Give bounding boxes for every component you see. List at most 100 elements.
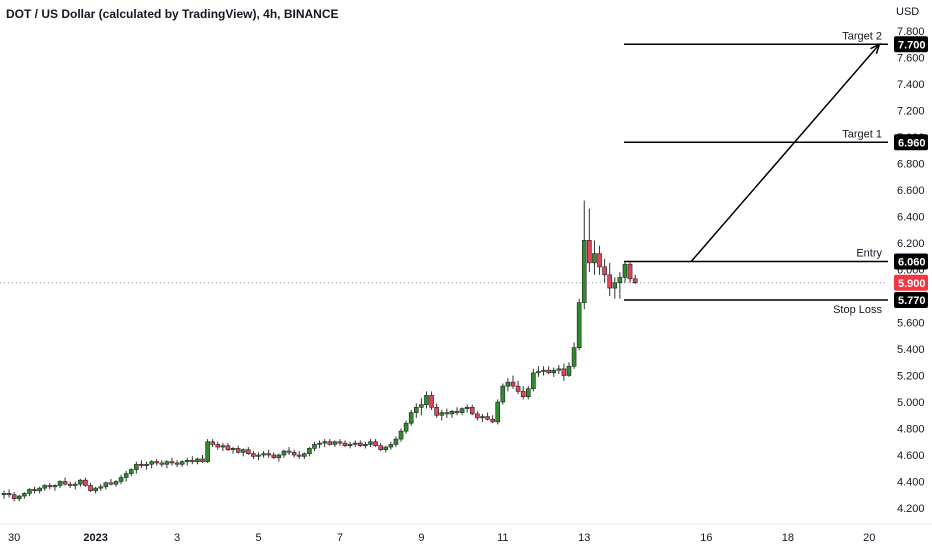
candle — [592, 240, 597, 275]
candle — [490, 415, 495, 424]
candle — [42, 484, 48, 491]
candle-body — [597, 253, 602, 268]
candle-body — [72, 483, 78, 486]
candle — [520, 386, 526, 400]
candle — [459, 407, 465, 416]
candle — [403, 420, 409, 434]
level-label: Stop Loss — [833, 304, 882, 316]
candle-body — [357, 442, 363, 447]
price-tick-label: 4.200 — [897, 503, 925, 515]
candle-body — [352, 442, 358, 445]
candle-body — [266, 453, 271, 456]
candle — [88, 482, 93, 493]
candle-body — [235, 448, 241, 453]
candle — [103, 481, 109, 490]
candle — [632, 274, 638, 285]
candle — [383, 445, 389, 453]
price-tick-label: 6.600 — [897, 185, 925, 197]
chart-title: DOT / US Dollar (calculated by TradingVi… — [6, 7, 339, 21]
candle — [587, 208, 592, 273]
candle-body — [480, 416, 485, 419]
candle — [57, 480, 63, 489]
candle — [52, 484, 58, 491]
candle — [347, 441, 353, 449]
price-tag-label: 7.700 — [898, 39, 926, 51]
candle — [546, 366, 551, 375]
candle — [93, 486, 98, 494]
candle — [602, 258, 607, 283]
candle — [139, 460, 144, 469]
candle-body — [536, 371, 541, 374]
projection-arrow — [690, 42, 881, 263]
price-tick-label: 5.000 — [897, 397, 925, 409]
candle — [307, 447, 312, 457]
candle — [505, 378, 511, 392]
candle-body — [627, 263, 633, 280]
candle-body — [408, 412, 414, 424]
price-tick-label: 5.600 — [897, 318, 925, 330]
time-tick-label: 16 — [700, 532, 712, 544]
candle — [225, 443, 231, 452]
candle — [571, 342, 577, 369]
candle — [531, 368, 536, 392]
candle — [556, 364, 562, 375]
candle-body — [464, 406, 470, 409]
candle — [525, 386, 531, 400]
candle — [510, 375, 516, 389]
candle-body — [383, 446, 389, 450]
price-tag-label: 5.900 — [898, 278, 926, 290]
candle-body — [286, 450, 292, 453]
candle — [256, 452, 261, 461]
candle — [11, 492, 17, 502]
candle-body — [347, 444, 353, 447]
candle — [190, 456, 195, 465]
candle — [210, 439, 215, 448]
candle-body — [490, 418, 495, 423]
candle-body — [123, 473, 129, 478]
time-tick-label: 7 — [337, 532, 343, 544]
levels-layer: Target 2 Target 1 Entry Stop Loss — [624, 30, 888, 316]
candle-body — [281, 450, 287, 456]
candle-body — [256, 454, 261, 457]
candle-body — [510, 381, 516, 387]
price-tag-bg — [894, 134, 928, 151]
candle-body — [322, 441, 327, 444]
candle — [337, 439, 343, 446]
candle — [627, 261, 633, 283]
price-tag-bg — [894, 274, 928, 291]
time-tick-label: 2023 — [83, 532, 107, 544]
projection-arrowhead — [870, 42, 881, 54]
candle-body — [551, 369, 557, 374]
candle — [47, 482, 53, 490]
candle-body — [184, 459, 190, 462]
candle-body — [388, 444, 394, 448]
candle — [352, 440, 358, 448]
candle — [98, 484, 104, 491]
candle — [215, 441, 221, 450]
candle — [266, 449, 271, 458]
price-tick-label: 6.400 — [897, 212, 925, 224]
candle — [134, 461, 139, 474]
candle — [118, 474, 124, 485]
candle — [246, 447, 251, 455]
candle-body — [291, 452, 297, 456]
candle — [291, 449, 297, 458]
candle-body — [302, 453, 307, 457]
candle — [480, 413, 485, 422]
candle-body — [413, 406, 419, 413]
candle-body — [337, 441, 343, 444]
candle — [388, 441, 394, 450]
candle-body — [271, 454, 277, 458]
candle — [200, 455, 205, 463]
candle-body — [57, 481, 63, 486]
candle-body — [67, 483, 73, 486]
candle — [261, 451, 266, 458]
candle-body — [581, 240, 587, 303]
candle — [235, 445, 241, 454]
candle — [149, 460, 154, 469]
candle — [429, 391, 434, 410]
candle — [302, 452, 307, 459]
price-tick-label: 6.200 — [897, 238, 925, 250]
candle-body — [505, 381, 511, 387]
